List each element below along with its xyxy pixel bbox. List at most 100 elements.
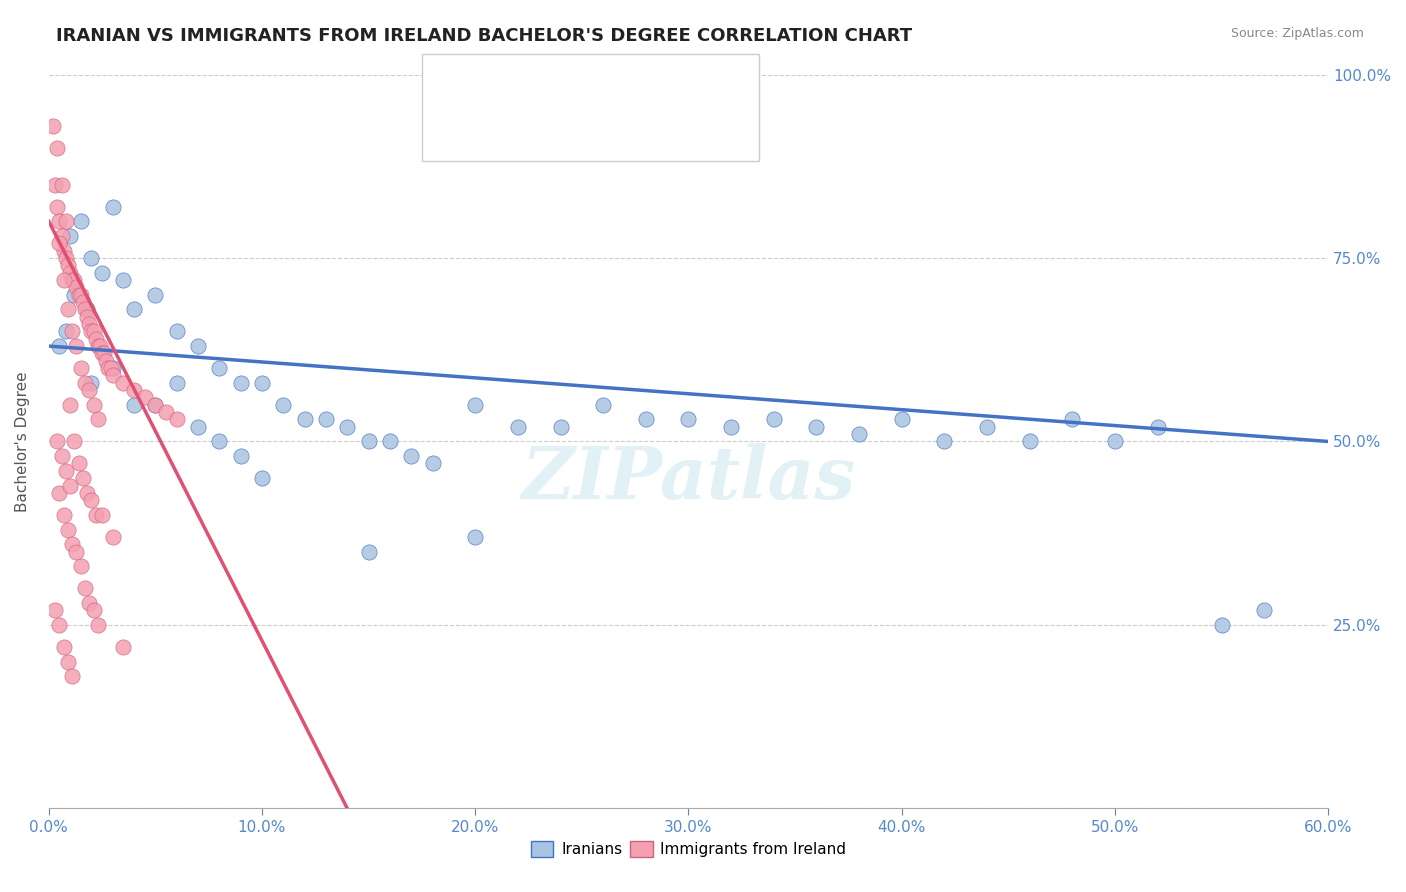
Point [56,302,79,317]
Point [91,346,114,360]
Text: IRANIAN VS IMMIGRANTS FROM IRELAND BACHELOR'S DEGREE CORRELATION CHART: IRANIAN VS IMMIGRANTS FROM IRELAND BACHE… [56,27,912,45]
Point [187,339,209,353]
Legend: Iranians, Immigrants from Ireland: Iranians, Immigrants from Ireland [524,835,852,863]
Point [65,544,87,558]
Point [80,325,103,339]
Point [80,251,103,265]
Point [59,398,82,412]
Point [100,361,122,376]
Point [357,544,380,558]
Point [77,383,100,397]
Point [101,200,124,214]
Point [80,493,103,508]
Point [890,412,912,426]
Point [1146,419,1168,434]
Point [46,141,69,155]
Point [72,471,94,485]
Point [52,640,75,654]
Point [59,266,82,280]
Point [83,398,105,412]
Point [55,464,77,478]
Point [145,398,167,412]
Point [87,412,110,426]
Point [59,229,82,244]
Point [155,405,177,419]
Point [464,530,486,544]
Point [52,273,75,287]
Point [44,603,66,617]
Point [48,618,70,632]
Point [69,361,91,376]
Point [60,537,83,551]
Point [56,523,79,537]
Point [73,302,96,317]
Point [46,434,69,449]
Point [72,295,94,310]
Point [229,449,252,463]
Point [208,434,231,449]
Point [550,419,572,434]
Point [91,266,114,280]
Point [1104,434,1126,449]
Point [63,434,86,449]
Point [1253,603,1275,617]
Point [1018,434,1040,449]
Point [96,353,118,368]
Point [294,412,316,426]
Point [166,376,188,390]
Point [60,325,83,339]
Point [976,419,998,434]
Point [506,419,529,434]
Point [208,361,231,376]
Point [134,391,156,405]
Point [678,412,700,426]
Point [87,339,110,353]
Point [48,236,70,251]
Point [101,368,124,383]
Point [101,361,124,376]
Point [166,412,188,426]
Point [80,376,103,390]
Point [55,251,77,265]
Point [48,214,70,228]
Point [422,457,444,471]
Point [378,434,401,449]
Point [55,325,77,339]
Point [84,508,107,522]
Point [229,376,252,390]
Point [187,419,209,434]
Point [271,398,294,412]
Point [166,325,188,339]
Point [69,559,91,574]
Point [89,339,111,353]
Y-axis label: Bachelor's Degree: Bachelor's Degree [15,371,30,512]
Point [93,346,115,360]
Point [112,273,135,287]
Point [69,214,91,228]
Point [399,449,422,463]
Text: Source: ZipAtlas.com: Source: ZipAtlas.com [1230,27,1364,40]
Point [51,449,73,463]
Point [97,361,120,376]
Point [63,287,86,301]
Point [112,640,135,654]
Point [1062,412,1084,426]
Point [67,287,90,301]
Point [83,325,105,339]
Point [44,178,66,192]
Point [1211,618,1233,632]
Point [52,508,75,522]
Point [59,478,82,492]
Point [762,412,785,426]
Point [101,530,124,544]
Point [250,471,273,485]
Point [73,581,96,595]
Point [60,273,83,287]
Point [65,280,87,294]
Point [112,376,135,390]
Point [56,258,79,272]
Point [91,508,114,522]
Point [83,603,105,617]
Point [63,273,86,287]
Point [357,434,380,449]
